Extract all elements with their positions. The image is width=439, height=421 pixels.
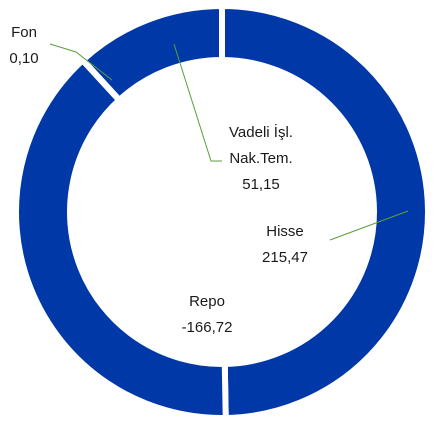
slice-label: Fon 0,10 xyxy=(9,20,38,72)
value-label: 51,15 xyxy=(242,176,280,193)
leader-line xyxy=(329,210,409,241)
category-label: Hisse xyxy=(266,223,304,240)
donut-slice xyxy=(219,2,431,421)
category-label: Repo xyxy=(189,293,225,310)
category-label: Fon xyxy=(11,24,37,41)
donut-slice xyxy=(78,2,225,105)
slice-label: Repo -166,72 xyxy=(182,289,233,341)
donut-slice xyxy=(13,56,229,421)
category-label: Vadeli İşl. Nak.Tem. xyxy=(229,124,293,167)
value-label: -166,72 xyxy=(181,319,233,336)
slice-label: Hisse 215,47 xyxy=(262,219,308,271)
value-label: 0,10 xyxy=(9,50,39,67)
leader-line xyxy=(49,43,113,81)
value-label: 215,47 xyxy=(262,249,308,266)
slices xyxy=(13,2,431,421)
slice-label: Vadeli İşl. Nak.Tem. 51,15 xyxy=(229,120,293,198)
leader-line xyxy=(173,43,222,162)
